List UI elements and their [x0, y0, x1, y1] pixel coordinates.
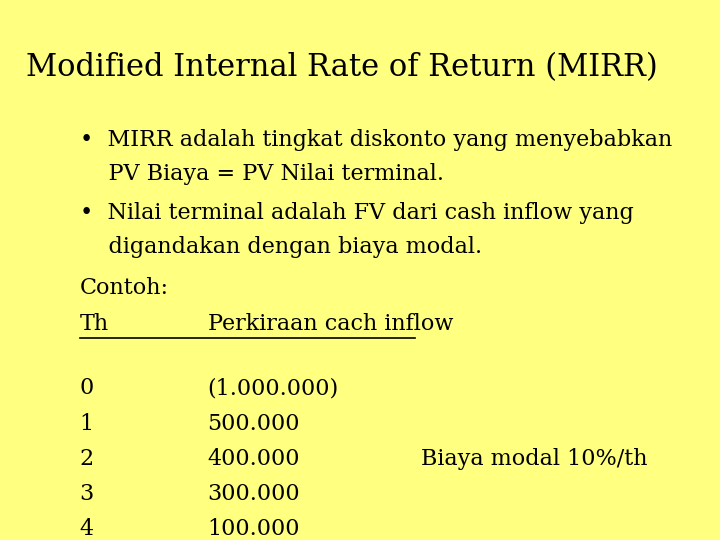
Text: (1.000.000): (1.000.000)	[207, 377, 339, 399]
Text: 400.000: 400.000	[207, 448, 300, 470]
Text: digandakan dengan biaya modal.: digandakan dengan biaya modal.	[80, 235, 482, 258]
Text: Biaya modal 10%/th: Biaya modal 10%/th	[421, 448, 647, 470]
Text: 100.000: 100.000	[207, 518, 300, 540]
Text: Th: Th	[80, 313, 109, 335]
Text: •  Nilai terminal adalah FV dari cash inflow yang: • Nilai terminal adalah FV dari cash inf…	[80, 202, 634, 224]
Text: 3: 3	[80, 483, 94, 505]
Text: 2: 2	[80, 448, 94, 470]
Text: 1: 1	[80, 413, 94, 435]
Text: Contoh:: Contoh:	[80, 277, 168, 299]
Text: Perkiraan cach inflow: Perkiraan cach inflow	[207, 313, 453, 335]
Text: 4: 4	[80, 518, 94, 540]
Text: 300.000: 300.000	[207, 483, 300, 505]
Text: Modified Internal Rate of Return (MIRR): Modified Internal Rate of Return (MIRR)	[26, 52, 657, 83]
Text: 500.000: 500.000	[207, 413, 300, 435]
Text: 0: 0	[80, 377, 94, 399]
Text: PV Biaya = PV Nilai terminal.: PV Biaya = PV Nilai terminal.	[80, 163, 444, 185]
Text: •  MIRR adalah tingkat diskonto yang menyebabkan: • MIRR adalah tingkat diskonto yang meny…	[80, 130, 672, 151]
